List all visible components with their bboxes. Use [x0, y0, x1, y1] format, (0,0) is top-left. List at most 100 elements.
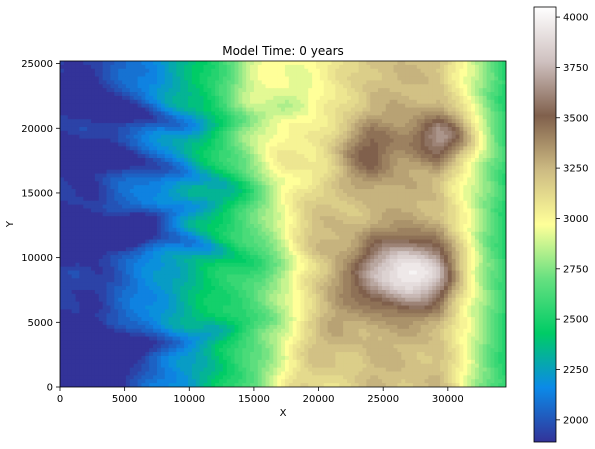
heatmap-cell — [374, 130, 379, 136]
heatmap-cell — [222, 80, 228, 85]
heatmap-cell — [67, 227, 73, 233]
heatmap-cell — [436, 130, 441, 136]
heatmap-cell — [79, 227, 84, 233]
heatmap-cell — [362, 150, 367, 155]
heatmap-cell — [273, 119, 278, 124]
heatmap-cell — [443, 200, 449, 206]
heatmap-cell — [385, 165, 391, 171]
heatmap-cell — [180, 138, 185, 144]
heatmap-cell — [502, 103, 506, 109]
heatmap-cell — [145, 165, 150, 171]
heatmap-cell — [370, 76, 375, 81]
heatmap-cell — [459, 103, 464, 109]
heatmap-cell — [440, 169, 445, 175]
heatmap-cell — [323, 154, 329, 159]
heatmap-cell — [304, 200, 309, 206]
heatmap-cell — [478, 99, 484, 105]
heatmap-cell — [71, 185, 77, 190]
heatmap-cell — [300, 185, 305, 190]
heatmap-cell — [346, 103, 352, 109]
heatmap-cell — [118, 220, 123, 225]
heatmap-cell — [246, 138, 251, 144]
heatmap-cell — [187, 227, 193, 233]
heatmap-cell — [160, 220, 166, 225]
heatmap-cell — [71, 204, 77, 210]
heatmap-cell — [312, 68, 317, 74]
heatmap-cell — [319, 146, 325, 151]
heatmap-cell — [281, 196, 286, 202]
heatmap-cell — [273, 212, 278, 217]
heatmap-cell — [319, 123, 325, 128]
heatmap-cell — [409, 142, 414, 147]
heatmap-cell — [304, 126, 309, 132]
heatmap-cell — [284, 165, 290, 171]
heatmap-cell — [191, 84, 197, 89]
heatmap-cell — [393, 103, 399, 109]
heatmap-cell — [494, 80, 499, 85]
heatmap-cell — [211, 169, 216, 175]
heatmap-cell — [265, 154, 271, 159]
heatmap-cell — [428, 224, 433, 229]
heatmap-cell — [184, 130, 189, 136]
heatmap-cell — [378, 189, 383, 194]
heatmap-cell — [261, 126, 267, 132]
heatmap-cell — [397, 216, 402, 221]
heatmap-cell — [168, 92, 174, 97]
heatmap-cell — [378, 119, 383, 124]
heatmap-cell — [172, 92, 177, 97]
heatmap-cell — [416, 95, 422, 101]
heatmap-cell — [153, 115, 158, 120]
heatmap-cell — [490, 154, 495, 159]
heatmap-cell — [160, 138, 166, 144]
heatmap-cell — [312, 76, 317, 81]
heatmap-cell — [246, 192, 251, 198]
heatmap-cell — [412, 158, 418, 163]
heatmap-cell — [180, 154, 185, 159]
heatmap-cell — [238, 88, 243, 93]
heatmap-cell — [378, 107, 383, 113]
heatmap-cell — [420, 76, 426, 81]
heatmap-cell — [346, 173, 352, 179]
heatmap-cell — [346, 72, 352, 78]
heatmap-cell — [63, 88, 69, 93]
heatmap-cell — [133, 161, 139, 167]
heatmap-cell — [343, 68, 348, 74]
heatmap-cell — [83, 84, 88, 89]
heatmap-cell — [374, 220, 379, 225]
heatmap-cell — [494, 165, 499, 171]
heatmap-cell — [374, 80, 379, 85]
heatmap-cell — [288, 220, 294, 225]
heatmap-cell — [60, 88, 65, 93]
heatmap-cell — [156, 99, 162, 105]
heatmap-cell — [420, 138, 426, 144]
heatmap-cell — [471, 212, 476, 217]
heatmap-cell — [242, 64, 247, 70]
heatmap-cell — [180, 208, 185, 213]
heatmap-cell — [180, 123, 185, 128]
heatmap-cell — [273, 103, 278, 109]
heatmap-cell — [315, 103, 321, 109]
heatmap-cell — [230, 150, 236, 155]
heatmap-cell — [405, 173, 410, 179]
heatmap-cell — [87, 200, 92, 206]
heatmap-cell — [106, 64, 112, 70]
heatmap-cell — [443, 196, 449, 202]
heatmap-cell — [114, 119, 119, 124]
heatmap-cell — [215, 95, 220, 101]
heatmap-cell — [378, 181, 383, 186]
heatmap-cell — [378, 76, 383, 81]
heatmap-cell — [315, 220, 321, 225]
heatmap-cell — [60, 126, 65, 132]
heatmap-cell — [168, 208, 174, 213]
heatmap-cell — [409, 200, 414, 206]
heatmap-cell — [75, 119, 80, 124]
heatmap-cell — [416, 189, 422, 194]
heatmap-cell — [292, 196, 298, 202]
heatmap-cell — [432, 142, 437, 147]
heatmap-cell — [312, 224, 317, 229]
heatmap-cell — [428, 107, 433, 113]
heatmap-cell — [312, 123, 317, 128]
heatmap-cell — [374, 103, 379, 109]
heatmap-cell — [440, 204, 445, 210]
